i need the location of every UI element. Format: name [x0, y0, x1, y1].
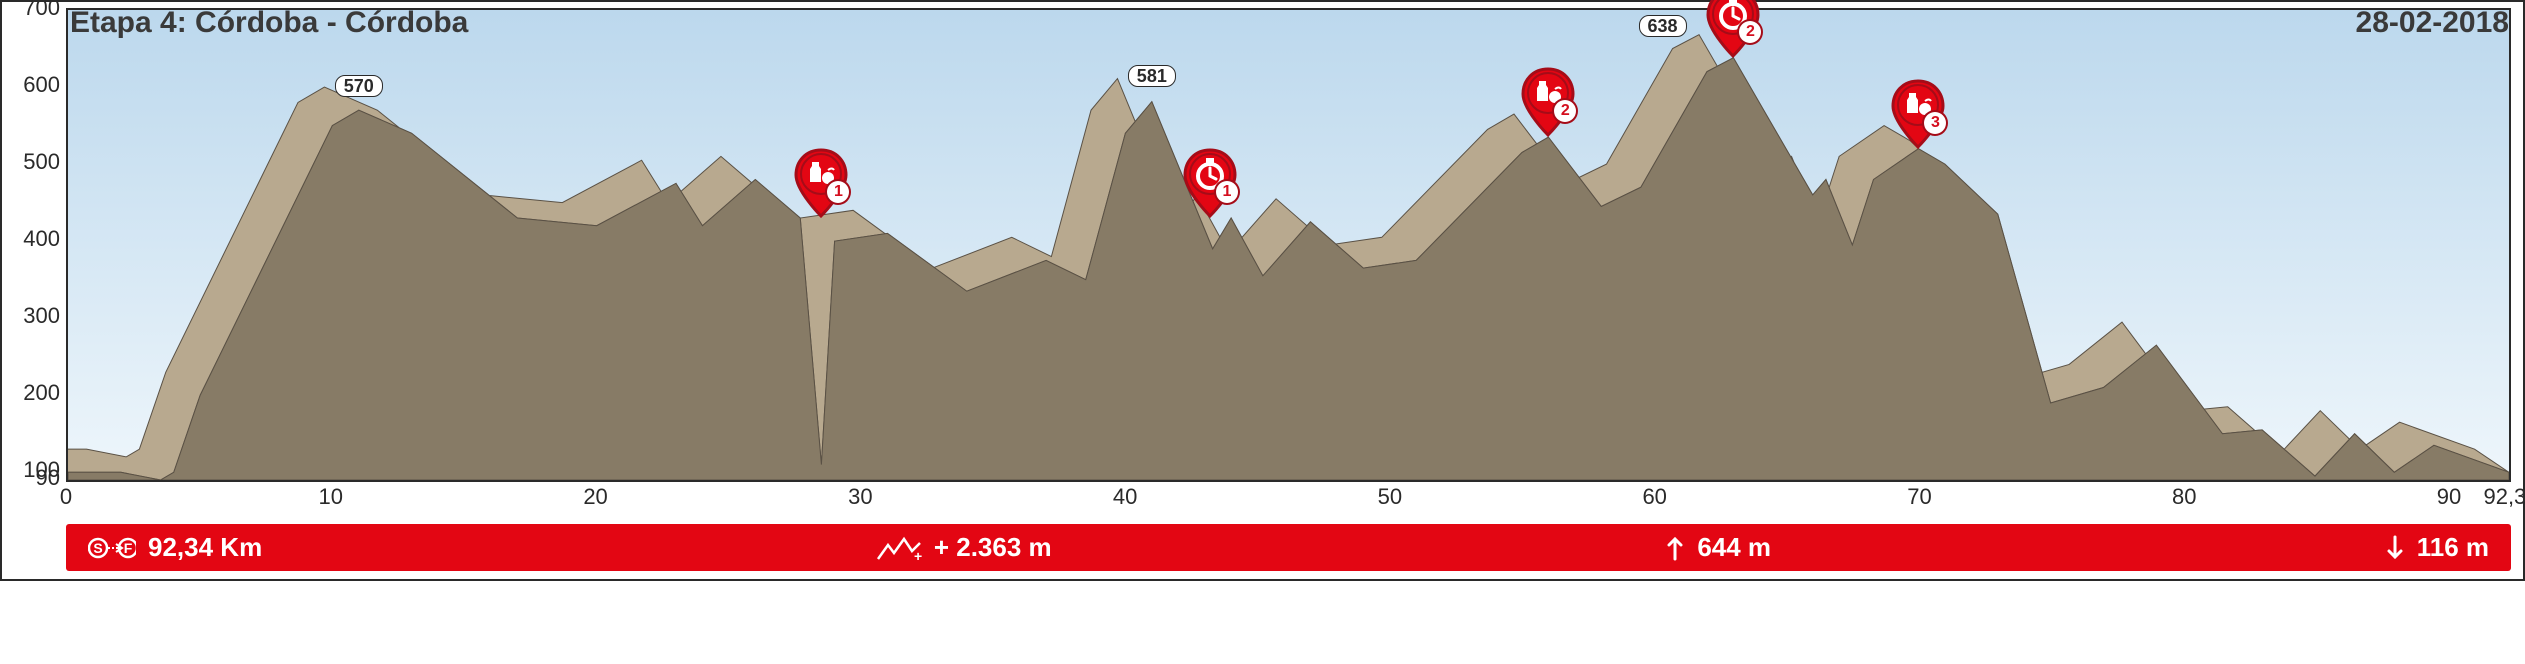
- start-finish-icon: S F: [88, 533, 136, 563]
- stat-max-elev: 644 m: [1665, 532, 1771, 563]
- svg-text:+: +: [914, 548, 922, 563]
- plot-area: 570 581 638 1 1 2 2 3: [66, 8, 2511, 482]
- x-tick: 90: [2437, 484, 2461, 510]
- x-tick: 60: [1642, 484, 1666, 510]
- y-tick: 500: [23, 149, 60, 175]
- x-tick: 92,34: [2483, 484, 2525, 510]
- feed-zone-marker: 1: [792, 146, 850, 218]
- marker-number: 2: [1739, 21, 1761, 43]
- stage-date: 28-02-2018: [2356, 6, 2509, 40]
- feed-zone-marker: 3: [1889, 77, 1947, 149]
- marker-number: 3: [1924, 112, 1946, 134]
- y-tick: 600: [23, 72, 60, 98]
- y-axis: 90100200300400500600700: [10, 8, 66, 478]
- arrow-down-icon: [2385, 533, 2405, 563]
- svg-text:F: F: [124, 540, 133, 556]
- x-tick: 0: [60, 484, 72, 510]
- x-tick: 20: [583, 484, 607, 510]
- x-tick: 40: [1113, 484, 1137, 510]
- distance-value: 92,34 Km: [148, 532, 262, 563]
- peak-elevation-label: 581: [1128, 65, 1176, 87]
- y-tick: 100: [23, 457, 60, 483]
- x-tick: 70: [1907, 484, 1931, 510]
- peak-elevation-label: 570: [335, 75, 383, 97]
- svg-text:S: S: [93, 540, 102, 556]
- sprint-marker: 2: [1704, 0, 1762, 58]
- marker-number: 1: [1216, 181, 1238, 203]
- climb-icon: +: [876, 533, 922, 563]
- x-tick: 80: [2172, 484, 2196, 510]
- feed-zone-marker: 2: [1519, 65, 1577, 137]
- stats-footer: S F 92,34 Km + + 2.363 m 644 m: [66, 524, 2511, 571]
- y-tick: 400: [23, 226, 60, 252]
- y-tick: 200: [23, 380, 60, 406]
- peak-elevation-label: 638: [1638, 15, 1686, 37]
- x-tick: 10: [319, 484, 343, 510]
- stat-distance: S F 92,34 Km: [88, 532, 262, 563]
- y-tick: 300: [23, 303, 60, 329]
- arrow-up-icon: [1665, 533, 1685, 563]
- x-tick: 30: [848, 484, 872, 510]
- sprint-marker: 1: [1181, 146, 1239, 218]
- min-elev-value: 116 m: [2417, 532, 2489, 563]
- y-tick: 700: [23, 0, 60, 21]
- x-axis: 010203040506070809092,34: [66, 478, 2511, 514]
- stat-min-elev: 116 m: [2385, 532, 2489, 563]
- stat-climb: + + 2.363 m: [876, 532, 1052, 563]
- stage-profile-card: Etapa 4: Córdoba - Córdoba 28-02-2018 90…: [0, 0, 2525, 581]
- max-elev-value: 644 m: [1697, 532, 1771, 563]
- climb-value: + 2.363 m: [934, 532, 1052, 563]
- marker-number: 2: [1554, 100, 1576, 122]
- elevation-chart: 90100200300400500600700 57058163811223: [10, 8, 2515, 478]
- x-tick: 50: [1378, 484, 1402, 510]
- stage-title: Etapa 4: Córdoba - Córdoba: [70, 6, 468, 40]
- marker-number: 1: [827, 181, 849, 203]
